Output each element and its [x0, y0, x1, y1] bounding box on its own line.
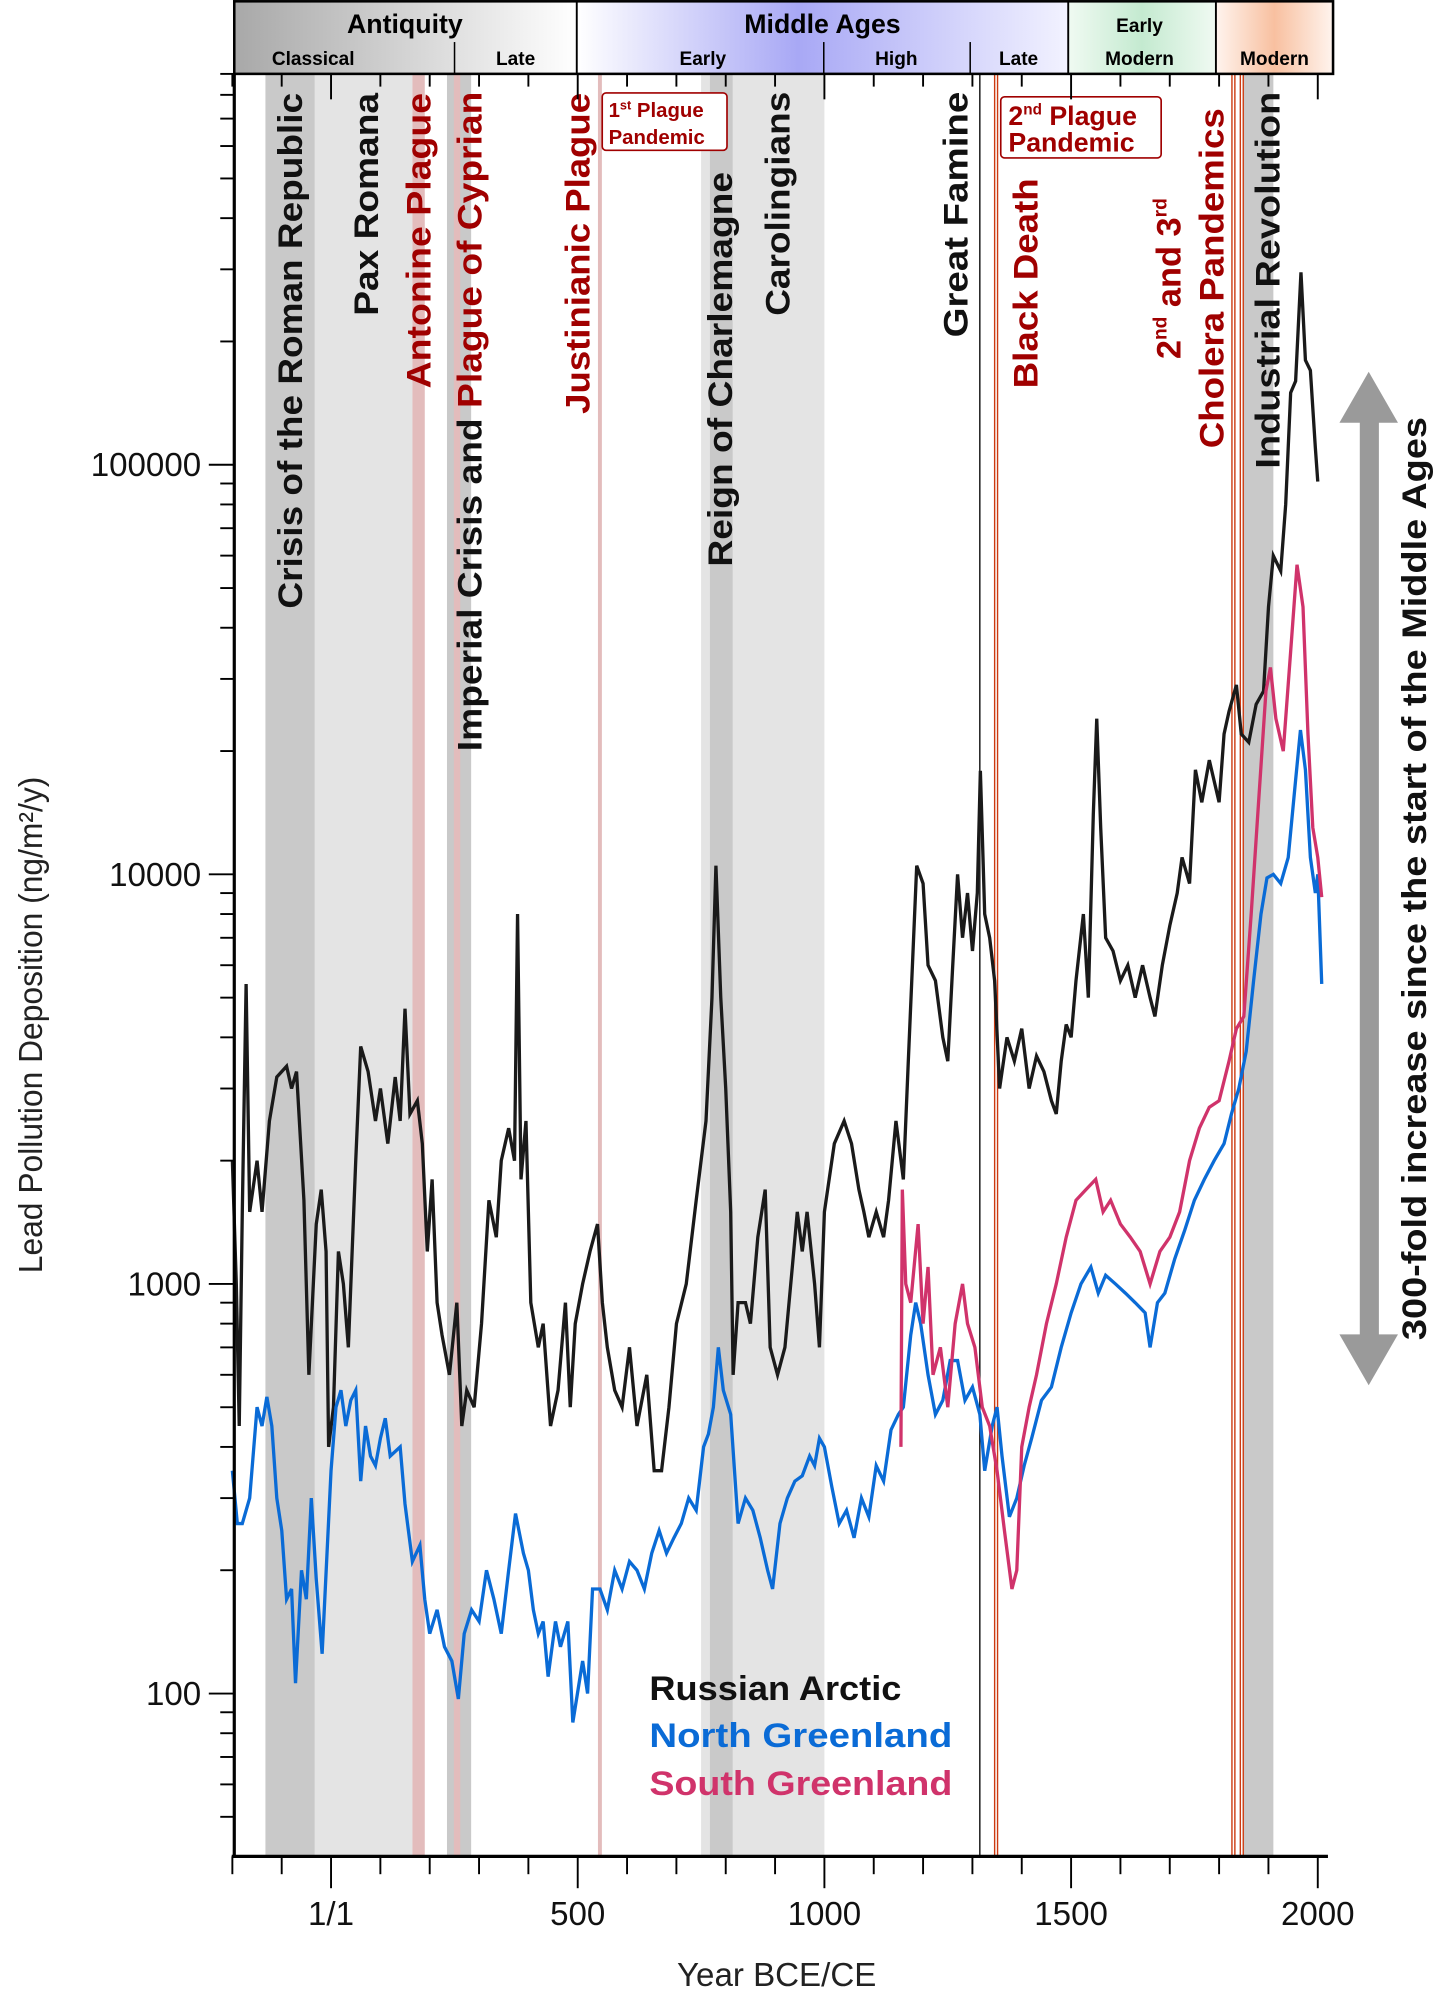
series-line-russian-arctic: [230, 272, 1320, 1473]
period-label-modern: Modern: [1240, 49, 1309, 70]
period-label-classical: Classical: [272, 49, 355, 70]
data-series: [230, 272, 1324, 1723]
header-frame: [232, 0, 1335, 76]
box-text: Plague: [1042, 101, 1137, 131]
x-tick-label: 1000: [788, 1896, 862, 1933]
axes: 1/1 500 1000 1500 2000 100 1000 10000 100000: [91, 72, 1355, 1933]
increase-arrow: 300-fold increase since the start of the…: [1339, 371, 1434, 1386]
label-cholera-pandemics: Cholera Pandemics: [1194, 108, 1232, 448]
period-label-late-middle-ages: Late: [999, 49, 1038, 70]
arrow-up-icon: [1339, 371, 1398, 423]
shade-2: [412, 73, 425, 1857]
y-tick-label: 100: [146, 1676, 201, 1713]
period-label-high-middle-ages: High: [875, 49, 917, 70]
shade-7: [709, 73, 733, 1857]
x-tick-label: 500: [550, 1896, 605, 1933]
x-tick-label: 2000: [1281, 1896, 1355, 1933]
box-text: 1: [609, 100, 620, 122]
series-line-north-greenland: [230, 729, 1324, 1723]
box-text: Plague: [631, 100, 703, 122]
legend-south-greenland: South Greenland: [649, 1765, 952, 1803]
label-pax-romana: Pax Romana: [348, 92, 386, 316]
box-text-line2: Pandemic: [609, 127, 705, 149]
y-tick-label: 1000: [128, 1266, 202, 1303]
svg-text:2nd Plague: 2nd Plague: [1008, 101, 1137, 131]
period-modern: [1215, 1, 1334, 74]
label-industrial-revolution: Industrial Revolution: [1250, 92, 1288, 469]
x-axis-title: Year BCE/CE: [677, 1957, 876, 1994]
period-label-late-antiquity: Late: [496, 49, 535, 70]
y-tick-label: 10000: [109, 857, 201, 894]
period-early-modern: [1068, 1, 1216, 74]
x-tick-label: 1500: [1034, 1896, 1108, 1933]
first-plague-pandemic-box: 1st Plague Pandemic: [601, 92, 728, 152]
legend-russian-arctic: Russian Arctic: [649, 1670, 901, 1708]
label-part: and 3: [1150, 217, 1188, 316]
box-text-line2: Pandemic: [1008, 128, 1134, 158]
legend-north-greenland: North Greenland: [649, 1717, 952, 1755]
shade-4: [453, 73, 461, 1857]
label-antonine-plague: Antonine Plague: [400, 93, 438, 388]
box-text: 2: [1008, 101, 1023, 131]
period-middle-ages: [576, 1, 1069, 74]
event-labels: Crisis of the Roman Republic Pax Romana …: [272, 92, 1288, 752]
event-lines: [979, 73, 1244, 1857]
shade-5: [597, 73, 602, 1857]
label-crisis-roman-republic: Crisis of the Roman Republic: [272, 93, 310, 609]
label-reign-of-charlemagne: Reign of Charlemagne: [702, 172, 740, 567]
y-axis-title: Lead Pollution Deposition (ng/m²/y): [13, 777, 50, 1274]
arrow-down-icon: [1339, 1334, 1398, 1386]
period-label-early-modern-1: Early: [1116, 16, 1163, 37]
label-superscript: nd: [1150, 317, 1171, 340]
period-header: Antiquity Classical Late Middle Ages Ear…: [232, 0, 1335, 76]
period-label-early-modern-2: Modern: [1105, 49, 1174, 70]
period-label-early-middle-ages: Early: [679, 49, 726, 70]
shade-0: [265, 73, 315, 1857]
label-part: 2: [1150, 340, 1188, 359]
second-plague-pandemic-box: 2nd Plague Pandemic: [999, 95, 1162, 159]
period-antiquity: [234, 1, 577, 74]
legend: Russian Arctic North Greenland South Gre…: [649, 1670, 952, 1803]
label-black-death: Black Death: [1008, 178, 1046, 388]
label-imperial-crisis: Imperial Crisis and: [451, 408, 489, 751]
arrow-shaft: [1359, 420, 1379, 1337]
label-2nd-and-3rd: 2nd and 3rd: [1150, 198, 1188, 359]
label-imperial-crisis-cyprian: Imperial Crisis and Plague of Cyprian: [451, 92, 489, 752]
label-justinianic-plague: Justinianic Plague: [559, 93, 597, 414]
shade-1: [314, 73, 413, 1857]
label-great-famine: Great Famine: [938, 92, 976, 338]
period-label-middle-ages: Middle Ages: [744, 9, 900, 39]
box-superscript: nd: [1023, 102, 1042, 119]
svg-text:1st Plague: 1st Plague: [609, 98, 704, 123]
box-superscript: st: [620, 98, 632, 113]
label-plague-of-cyprian: Plague of Cyprian: [451, 92, 489, 408]
label-superscript: rd: [1150, 198, 1171, 217]
y-tick-label: 100000: [91, 447, 201, 484]
period-label-antiquity: Antiquity: [347, 9, 463, 39]
x-tick-label: 1/1: [308, 1896, 354, 1933]
event-shading: [265, 73, 1274, 1857]
series-line-south-greenland: [899, 564, 1324, 1590]
arrow-annotation: 300-fold increase since the start of the…: [1396, 417, 1434, 1340]
label-carolingians: Carolingians: [759, 92, 797, 316]
